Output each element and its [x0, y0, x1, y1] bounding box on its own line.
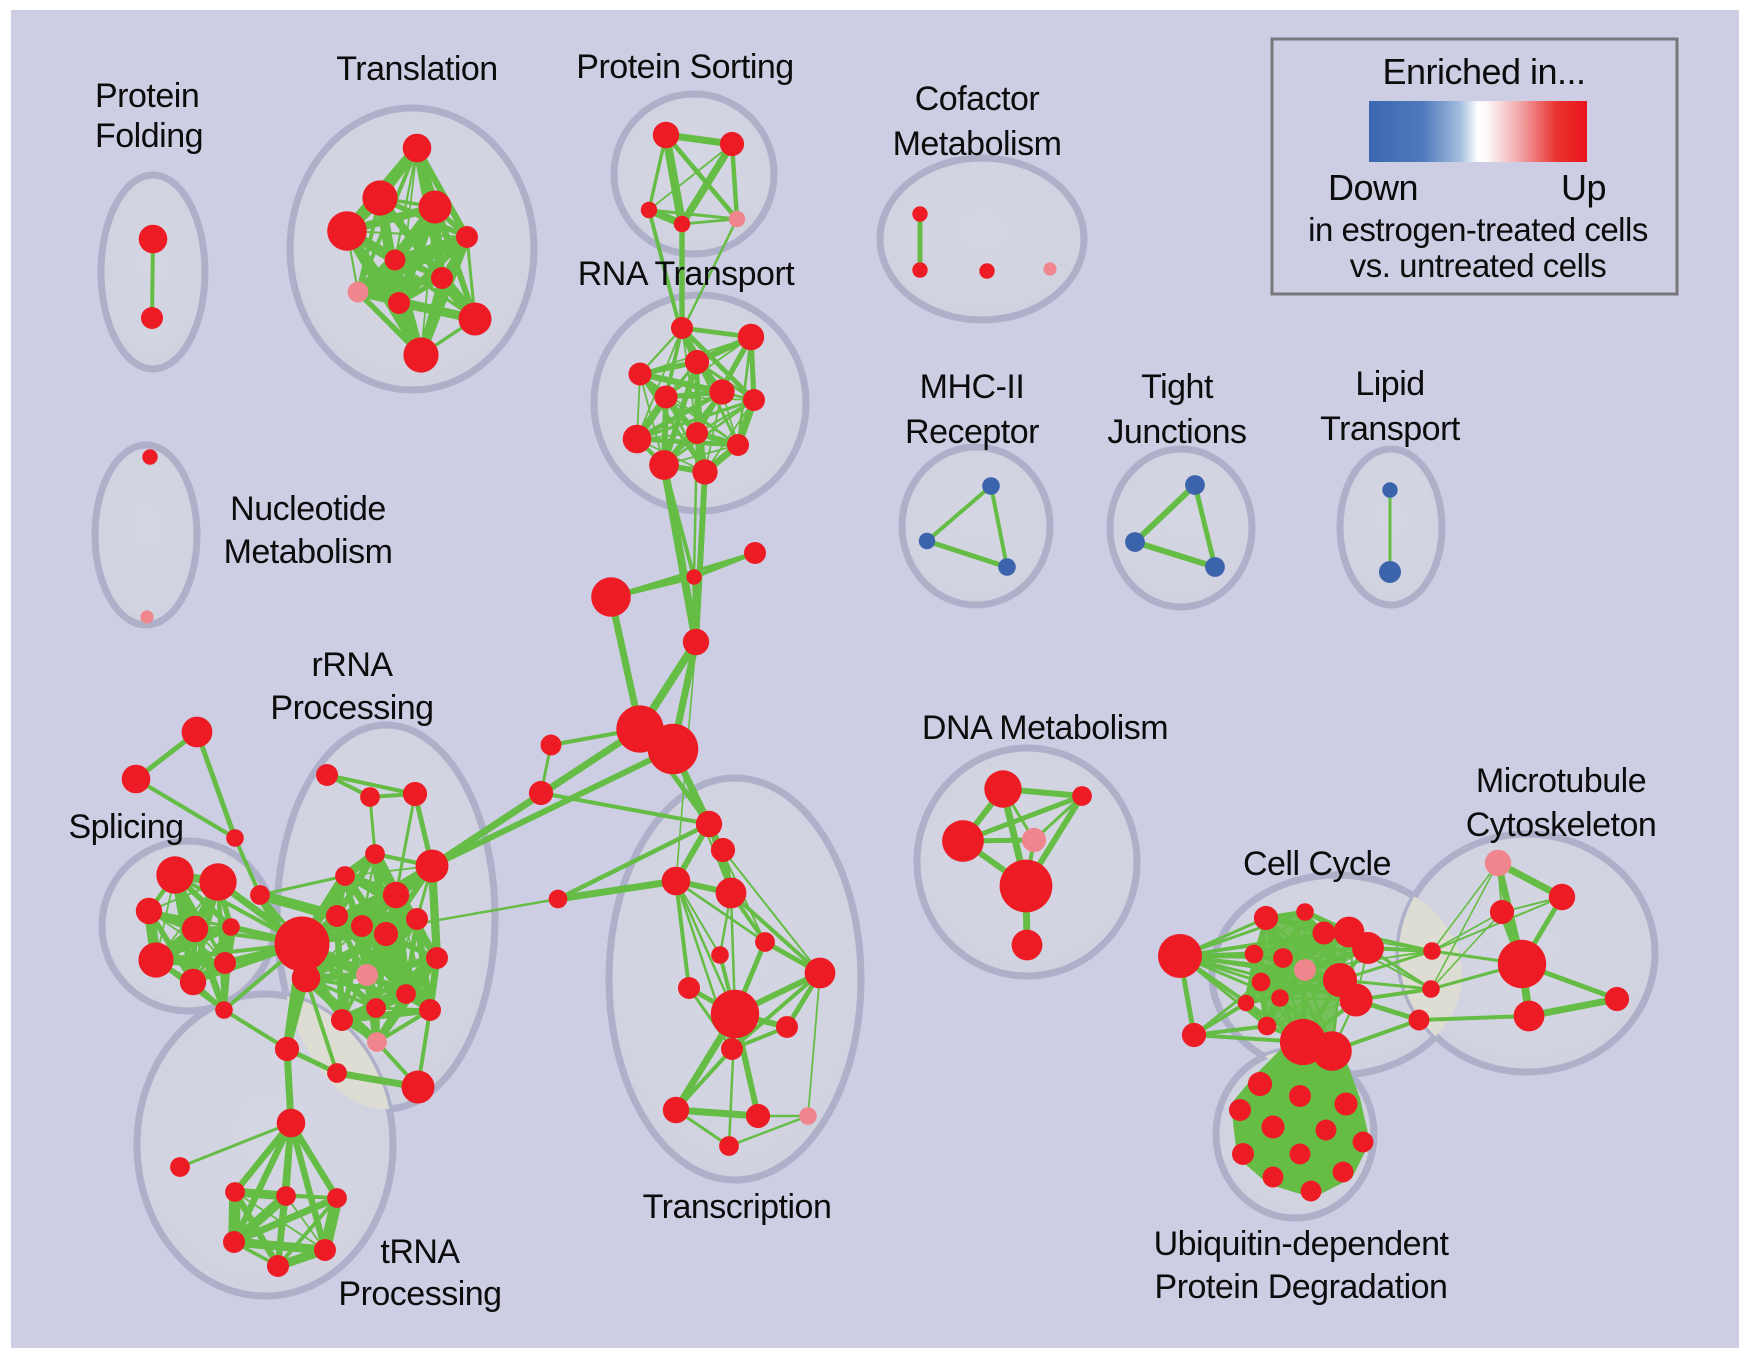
svg-text:DNA Metabolism: DNA Metabolism	[922, 709, 1168, 747]
svg-text:Transcription: Transcription	[643, 1188, 832, 1226]
svg-text:Translation: Translation	[336, 50, 497, 88]
svg-text:Transport: Transport	[1320, 410, 1461, 448]
svg-text:Folding: Folding	[95, 117, 203, 155]
svg-text:Metabolism: Metabolism	[893, 125, 1062, 163]
svg-text:Down: Down	[1328, 167, 1418, 208]
svg-text:Cofactor: Cofactor	[915, 80, 1040, 118]
svg-text:Cell Cycle: Cell Cycle	[1243, 845, 1391, 883]
svg-text:in estrogen-treated cells: in estrogen-treated cells	[1308, 211, 1648, 248]
svg-text:vs. untreated cells: vs. untreated cells	[1350, 247, 1606, 284]
svg-text:Protein Sorting: Protein Sorting	[576, 48, 793, 86]
svg-text:Junctions: Junctions	[1107, 413, 1246, 451]
svg-text:Splicing: Splicing	[68, 808, 183, 846]
svg-text:Nucleotide: Nucleotide	[230, 490, 386, 528]
svg-text:Processing: Processing	[338, 1275, 501, 1313]
svg-text:Lipid: Lipid	[1355, 365, 1424, 403]
svg-text:Enriched in...: Enriched in...	[1382, 51, 1585, 92]
svg-text:Tight: Tight	[1141, 368, 1214, 406]
svg-text:rRNA: rRNA	[311, 646, 393, 684]
svg-text:Metabolism: Metabolism	[224, 533, 393, 571]
svg-text:MHC-II: MHC-II	[920, 368, 1025, 406]
svg-text:tRNA: tRNA	[380, 1233, 460, 1271]
svg-text:Cytoskeleton: Cytoskeleton	[1466, 806, 1657, 844]
svg-text:Up: Up	[1561, 167, 1606, 208]
svg-text:Receptor: Receptor	[905, 413, 1039, 451]
svg-text:Protein Degradation: Protein Degradation	[1155, 1268, 1448, 1306]
svg-text:Microtubule: Microtubule	[1476, 762, 1646, 800]
svg-text:Protein: Protein	[95, 77, 199, 115]
svg-text:RNA Transport: RNA Transport	[578, 255, 796, 293]
svg-text:Processing: Processing	[270, 689, 433, 727]
svg-text:Ubiquitin-dependent: Ubiquitin-dependent	[1154, 1225, 1450, 1263]
